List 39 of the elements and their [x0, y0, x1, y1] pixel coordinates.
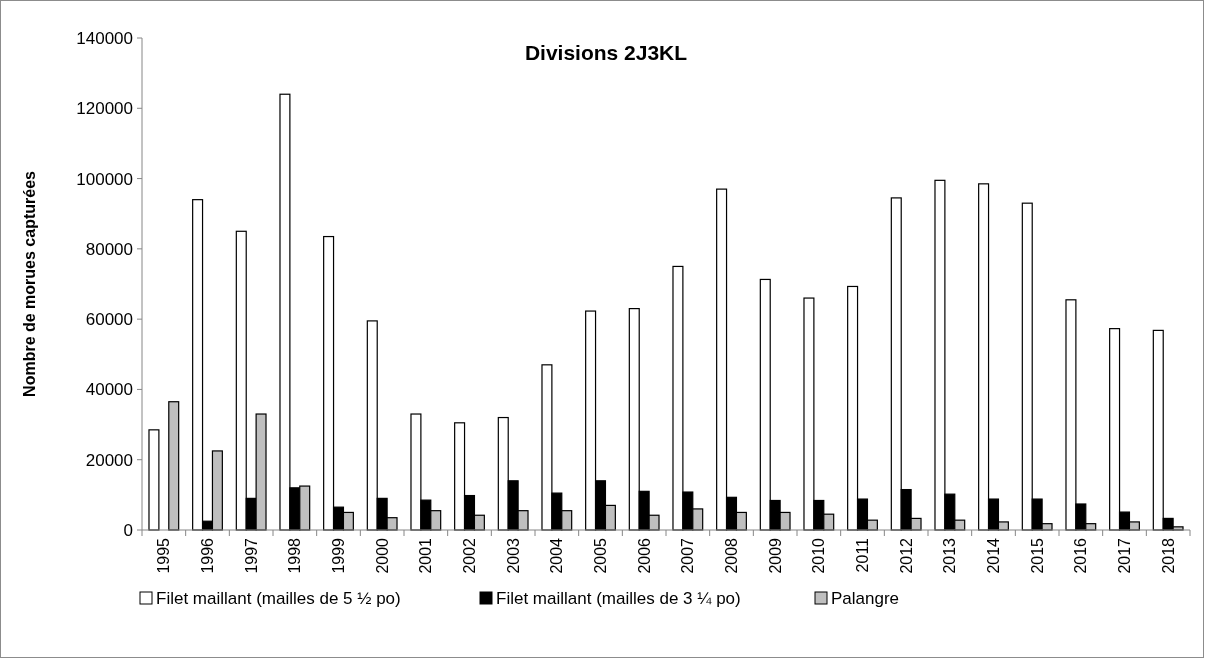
y-tick-label: 40000 — [85, 380, 133, 400]
y-tick-label: 80000 — [85, 239, 133, 259]
y-tick-label: 60000 — [85, 310, 133, 330]
x-tick-label: 2000 — [373, 537, 391, 574]
legend-label: Palangre — [831, 588, 900, 608]
y-tick-label: 100000 — [76, 169, 133, 189]
y-axis-title: Nombre de morues capturées — [21, 170, 38, 397]
x-tick-label: 2010 — [810, 537, 828, 574]
y-tick-label: 140000 — [76, 28, 133, 48]
legend-label: Filet maillant (mailles de 3 ¼ po) — [496, 588, 741, 608]
x-tick-label: 2007 — [679, 537, 697, 574]
x-tick-label: 2012 — [897, 537, 915, 574]
x-tick-label: 2015 — [1028, 537, 1046, 574]
x-tick-label: 2011 — [854, 537, 872, 573]
x-tick-label: 2009 — [766, 537, 784, 574]
bar — [168, 401, 180, 531]
x-tick-label: 2016 — [1072, 537, 1090, 574]
x-tick-label: 2008 — [723, 537, 741, 574]
x-tick-label: 2017 — [1116, 537, 1134, 574]
x-tick-label: 1997 — [242, 537, 260, 574]
x-tick-label: 2006 — [635, 537, 653, 574]
x-tick-label: 2018 — [1159, 537, 1177, 574]
y-tick-label: 0 — [123, 520, 133, 540]
x-tick-label: 2005 — [592, 537, 610, 574]
y-tick-label: 20000 — [85, 450, 133, 470]
x-tick-label: 2014 — [985, 537, 1003, 574]
x-tick-label: 1999 — [330, 537, 348, 574]
chart-title: Divisions 2J3KL — [524, 41, 688, 64]
x-tick-label: 1998 — [286, 537, 304, 574]
x-tick-label: 1995 — [155, 537, 173, 574]
y-tick-label: 120000 — [76, 99, 133, 119]
bar — [148, 429, 160, 531]
x-tick-label: 2004 — [548, 537, 566, 574]
x-tick-label: 2002 — [461, 537, 479, 574]
x-tick-label: 2001 — [417, 537, 435, 574]
x-tick-label: 1996 — [199, 537, 217, 574]
x-tick-label: 2003 — [504, 537, 522, 574]
x-tick-label: 2013 — [941, 537, 959, 574]
legend-label: Filet maillant (mailles de 5 ½ po) — [156, 588, 401, 608]
